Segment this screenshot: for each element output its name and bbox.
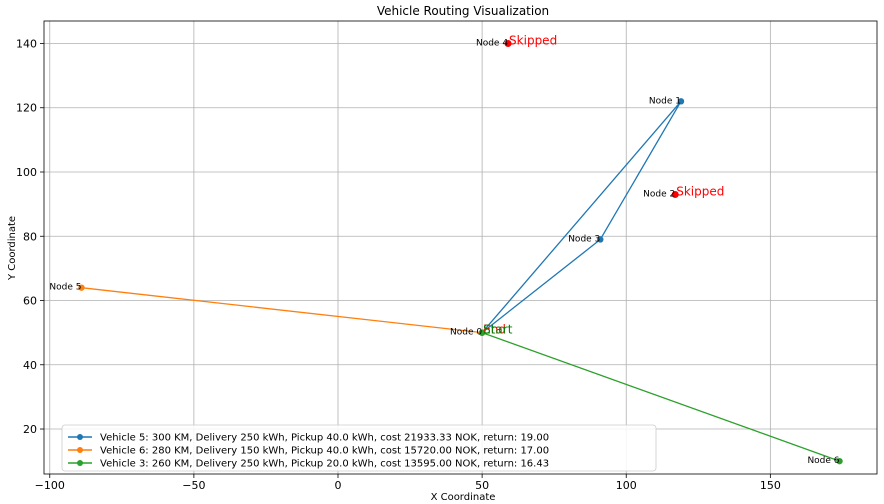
legend-entry: Vehicle 6: 280 KM, Delivery 150 kWh, Pic… [100, 446, 549, 457]
legend-box [61, 424, 657, 472]
series-point [597, 236, 604, 243]
series-point [78, 284, 85, 291]
x-tick-label: 100 [616, 479, 637, 492]
node-label: Node 0 [450, 328, 482, 338]
chart-title: Vehicle Routing Visualization [377, 4, 549, 18]
node-label: Node 6 [807, 456, 839, 466]
y-axis-label: Y Coordinate [7, 216, 18, 281]
node-labels: Node 0 Node 1 Node 2 Node 3 Node 4 Node 5 Node… [49, 33, 839, 466]
y-tick-label: 80 [23, 230, 37, 243]
legend-swatch-marker [77, 460, 83, 466]
skipped-node-marker [671, 190, 679, 198]
x-tick-label: −100 [35, 479, 65, 492]
annotation-label: End [483, 323, 506, 337]
grid [44, 21, 877, 474]
x-tick-label: −50 [182, 479, 205, 492]
skipped-node-marker [504, 39, 512, 47]
node-label: Node 3 [568, 234, 600, 244]
plot-frame [43, 20, 878, 475]
x-tick-label: 50 [475, 479, 489, 492]
axis-ticks: −100 −50 0 50 100 150 20 40 60 80 100 120 140 [16, 37, 781, 492]
series-point [478, 329, 486, 336]
legend: Vehicle 5: 300 KM, Delivery 250 kWh, Pic… [61, 424, 657, 472]
y-tick-label: 60 [23, 295, 37, 308]
series-point [836, 457, 843, 465]
y-tick-label: 100 [16, 166, 37, 179]
series-line-2 [81, 287, 483, 334]
node-label: Node 2 [643, 189, 675, 199]
node-label: Node 5 [49, 283, 81, 293]
legend-swatch-marker [77, 447, 83, 453]
series-point [677, 98, 685, 105]
series-lines [81, 100, 840, 462]
node-label: Node 1 [649, 96, 681, 106]
annotation-label: Skipped [676, 184, 724, 198]
legend-entry: Vehicle 5: 300 KM, Delivery 250 kWh, Pic… [100, 433, 549, 444]
node-label: Node 4 [476, 38, 508, 48]
y-tick-label: 120 [16, 102, 37, 115]
node-markers [78, 39, 843, 465]
x-axis-label: X Coordinate [431, 492, 496, 503]
annotation-label: Skipped [509, 33, 557, 47]
series-line-1 [481, 100, 682, 334]
legend-entry: Vehicle 3: 260 KM, Delivery 250 kWh, Pic… [100, 459, 549, 470]
x-tick-label: 0 [335, 479, 342, 492]
y-tick-label: 140 [16, 37, 37, 50]
legend-swatch-marker [77, 434, 83, 440]
annotation-label: Start [483, 323, 513, 337]
x-tick-label: 150 [760, 479, 781, 492]
y-tick-label: 40 [23, 359, 37, 372]
y-tick-label: 20 [23, 423, 37, 436]
